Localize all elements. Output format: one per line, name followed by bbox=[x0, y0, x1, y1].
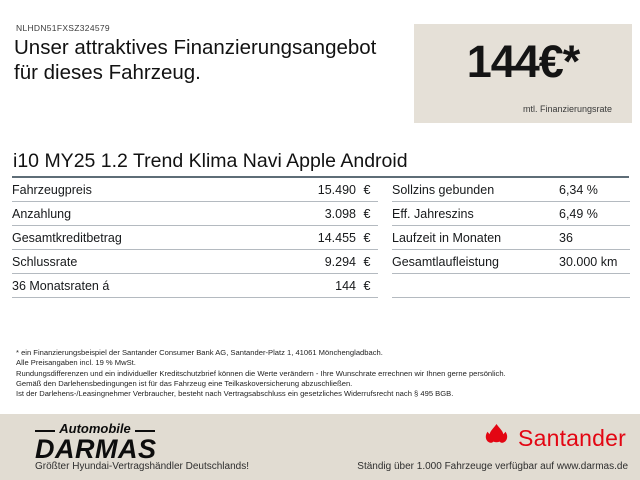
row-label: Anzahlung bbox=[12, 206, 72, 221]
disclaimer-line: Rundungsdifferenzen und ein individuelle… bbox=[16, 368, 506, 378]
vehicle-title: i10 MY25 1.2 Trend Klima Navi Apple Andr… bbox=[13, 150, 408, 172]
disclaimer-line: Alle Preisangaben incl. 19 % MwSt. bbox=[16, 358, 136, 368]
table-row: Schlussrate 9.294 € bbox=[12, 250, 378, 274]
table-row: Eff. Jahreszins 6,49 % bbox=[392, 202, 630, 226]
monthly-rate-caption: mtl. Finanzierungsrate bbox=[522, 104, 612, 114]
table-row: Gesamtkreditbetrag 14.455 € bbox=[12, 226, 378, 250]
finance-table-left: Fahrzeugpreis 15.490 € Anzahlung 3.098 €… bbox=[12, 178, 378, 298]
logo-rule-left bbox=[35, 429, 56, 432]
dealer-claim-text: Größter Hyundai-Vertragshändler Deutschl… bbox=[35, 461, 249, 472]
row-value: 14.455 bbox=[317, 230, 356, 245]
title-divider bbox=[12, 176, 629, 178]
darmas-logo: Automobile DARMAS bbox=[35, 421, 157, 464]
darmas-logo-top: Automobile bbox=[35, 421, 155, 436]
santander-flame-icon bbox=[481, 423, 512, 454]
row-label: Schlussrate bbox=[12, 254, 78, 269]
row-label: 36 Monatsraten á bbox=[12, 278, 110, 293]
offer-heading-line1: Unser attraktives Finanzierungsangebot bbox=[14, 36, 377, 59]
table-row: Sollzins gebunden 6,34 % bbox=[392, 178, 630, 202]
row-unit: € bbox=[363, 254, 371, 269]
table-row: 36 Monatsraten á 144 € bbox=[12, 274, 378, 298]
row-label: Fahrzeugpreis bbox=[12, 182, 92, 197]
row-value: 9.294 bbox=[324, 254, 356, 269]
offer-heading: Unser attraktives Finanzierungsangebot f… bbox=[14, 36, 376, 85]
row-unit: € bbox=[363, 230, 371, 245]
row-value: 6,49 % bbox=[559, 206, 598, 221]
vin-number: NLHDN51FXSZ324579 bbox=[16, 23, 110, 33]
finance-table-right: Sollzins gebunden 6,34 % Eff. Jahreszins… bbox=[392, 178, 630, 298]
row-value: 6,34 % bbox=[559, 182, 598, 197]
row-label: Gesamtlaufleistung bbox=[392, 254, 500, 269]
row-unit: € bbox=[363, 182, 371, 197]
row-value: 3.098 bbox=[324, 206, 356, 221]
disclaimer-line: Ist der Darlehens-/Leasingnehmer Verbrau… bbox=[16, 389, 454, 399]
table-row: Laufzeit in Monaten 36 bbox=[392, 226, 630, 250]
monthly-rate-panel: 144€* mtl. Finanzierungsrate bbox=[414, 24, 632, 123]
row-value: 30.000 km bbox=[559, 254, 618, 269]
row-unit: € bbox=[363, 206, 371, 221]
row-label: Eff. Jahreszins bbox=[392, 206, 474, 221]
row-label: Laufzeit in Monaten bbox=[392, 230, 502, 245]
row-value: 36 bbox=[559, 230, 573, 245]
table-row: Fahrzeugpreis 15.490 € bbox=[12, 178, 378, 202]
disclaimer-text: * ein Finanzierungsbeispiel der Santande… bbox=[16, 348, 616, 399]
table-row-empty bbox=[392, 274, 630, 298]
row-label: Gesamtkreditbetrag bbox=[12, 230, 122, 245]
darmas-logo-automobile: Automobile bbox=[59, 421, 131, 436]
logo-rule-right bbox=[134, 429, 155, 432]
row-unit: € bbox=[363, 278, 371, 293]
monthly-rate-amount: 144€* bbox=[466, 36, 581, 87]
disclaimer-line: * ein Finanzierungsbeispiel der Santande… bbox=[16, 348, 383, 357]
stock-claim-text: Ständig über 1.000 Fahrzeuge verfügbar a… bbox=[357, 461, 628, 472]
santander-logo: Santander bbox=[481, 423, 626, 454]
offer-heading-line2: für dieses Fahrzeug. bbox=[14, 60, 201, 84]
table-row: Anzahlung 3.098 € bbox=[12, 202, 378, 226]
row-label: Sollzins gebunden bbox=[392, 182, 495, 197]
row-value: 15.490 bbox=[317, 182, 356, 197]
row-value: 144 bbox=[335, 278, 356, 293]
disclaimer-line: Gemäß den Darlehensbedingungen ist für d… bbox=[16, 378, 353, 388]
footer: Automobile DARMAS Größter Hyundai-Vertra… bbox=[0, 414, 640, 480]
darmas-logo-wordmark: DARMAS bbox=[35, 434, 157, 464]
santander-wordmark: Santander bbox=[518, 425, 626, 451]
table-row: Gesamtlaufleistung 30.000 km bbox=[392, 250, 630, 274]
